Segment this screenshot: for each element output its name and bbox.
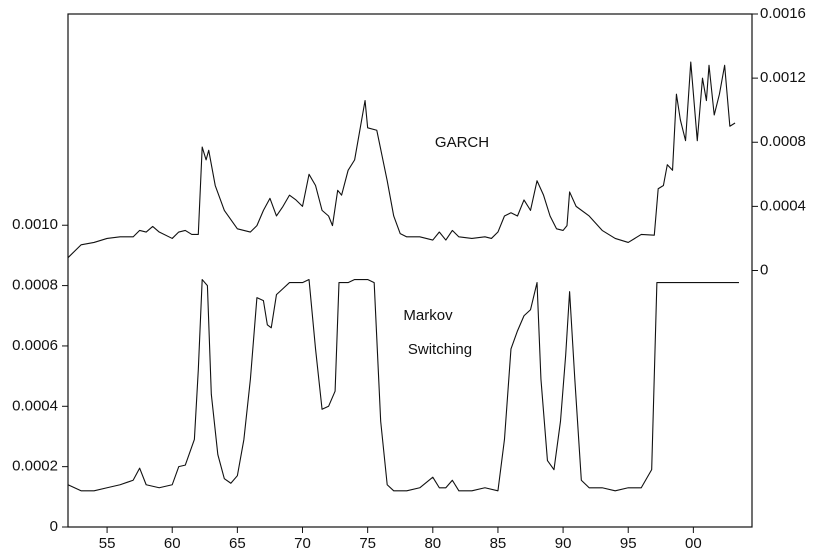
- y-tick-label: 0.0008: [12, 277, 58, 294]
- y2-tick-label: 0.0004: [760, 197, 806, 214]
- series-line: [67, 61, 736, 259]
- y2-tick-label: 0.0012: [760, 69, 806, 86]
- plot-frame: [67, 13, 753, 528]
- y2-tick-label: 0.0008: [760, 133, 806, 150]
- y-tick-label: 0.0002: [12, 458, 58, 475]
- x-tick-label: 95: [620, 535, 637, 548]
- annotation: GARCH: [435, 134, 489, 151]
- y2-tick-label: 0.0016: [760, 5, 806, 22]
- x-tick-label: 75: [359, 535, 376, 548]
- series-line: [67, 279, 739, 492]
- x-tick-label: 80: [424, 535, 441, 548]
- x-tick-label: 70: [294, 535, 311, 548]
- x-tick-label: 90: [555, 535, 572, 548]
- y2-tick-label: 0: [760, 261, 768, 278]
- x-tick-label: 00: [685, 535, 702, 548]
- y-tick-label: 0.0006: [12, 337, 58, 354]
- x-tick-label: 60: [164, 535, 181, 548]
- y-tick-label: 0.0004: [12, 397, 58, 414]
- annotation: Switching: [408, 341, 472, 358]
- x-tick-label: 85: [490, 535, 507, 548]
- y-tick-label: 0: [50, 518, 58, 535]
- x-tick-label: 55: [99, 535, 116, 548]
- x-tick-label: 65: [229, 535, 246, 548]
- annotation: Markov: [403, 307, 453, 324]
- y-tick-label: 0.0010: [12, 216, 58, 233]
